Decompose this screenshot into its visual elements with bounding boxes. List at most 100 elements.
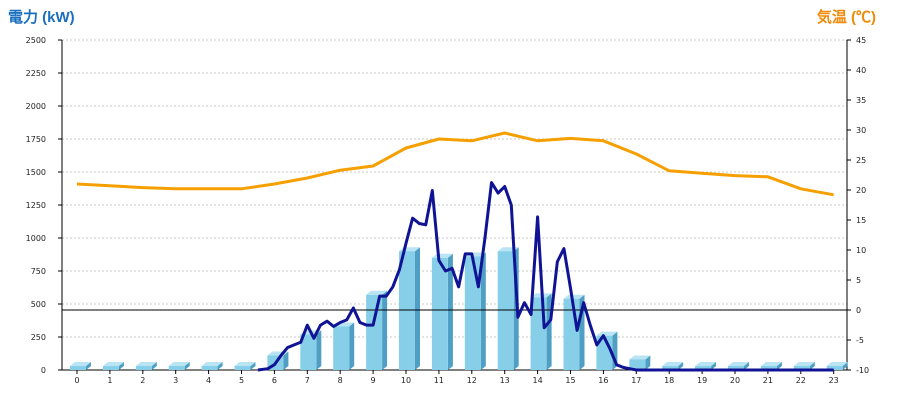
bar-side: [184, 362, 190, 370]
x-tick-label: 22: [796, 376, 806, 385]
bar: [826, 366, 843, 370]
bar-side: [546, 293, 552, 370]
x-tick-label: 16: [598, 376, 608, 385]
bar-top: [826, 362, 848, 367]
bar-side: [744, 362, 749, 370]
left-tick-label: 1000: [26, 234, 46, 243]
bar-side: [776, 362, 782, 370]
bar-top: [662, 362, 684, 367]
bar: [728, 366, 744, 370]
bar-top: [234, 362, 256, 367]
right-tick-label: 35: [856, 96, 866, 105]
bar-side: [711, 362, 717, 370]
bar-side: [316, 330, 322, 370]
x-tick-label: 17: [631, 376, 641, 385]
right-tick-label: -5: [856, 336, 864, 345]
bar-top: [596, 331, 618, 336]
bar: [563, 298, 580, 370]
bar-top: [695, 362, 717, 367]
bar-side: [382, 290, 388, 370]
bar: [793, 366, 810, 370]
x-tick-label: 9: [371, 376, 376, 385]
bar-side: [645, 355, 651, 370]
bar: [201, 366, 218, 370]
left-tick-label: 1750: [26, 135, 46, 144]
x-tick-label: 5: [239, 376, 244, 385]
bar: [662, 366, 679, 370]
bar: [366, 294, 383, 370]
left-tick-label: 0: [41, 366, 46, 375]
left-tick-label: 2000: [26, 102, 46, 111]
bar: [695, 366, 712, 370]
x-tick-label: 10: [401, 376, 411, 385]
x-tick-label: 1: [107, 376, 112, 385]
bar-side: [678, 362, 684, 370]
x-tick-label: 7: [305, 376, 310, 385]
bar-top: [102, 362, 124, 367]
x-tick-label: 14: [533, 376, 543, 385]
bar: [464, 256, 481, 370]
x-tick-label: 3: [173, 376, 178, 385]
right-tick-label: -10: [856, 366, 869, 375]
bar-side: [250, 362, 256, 370]
right-tick-label: 25: [856, 156, 866, 165]
x-tick-label: 4: [206, 376, 211, 385]
left-tick-label: 2500: [26, 36, 46, 45]
bar: [234, 366, 251, 370]
left-tick-label: 2250: [26, 69, 46, 78]
bar: [399, 251, 415, 370]
x-tick-label: 15: [565, 376, 575, 385]
bar: [629, 359, 646, 370]
left-tick-label: 1250: [26, 201, 46, 210]
x-tick-label: 2: [140, 376, 145, 385]
right-tick-label: 10: [856, 246, 866, 255]
bar-top: [728, 362, 749, 367]
bar-side: [217, 362, 223, 370]
bar: [168, 366, 185, 370]
bar: [300, 334, 317, 370]
bar-side: [151, 362, 157, 370]
left-tick-label: 750: [31, 267, 46, 276]
x-tick-label: 12: [467, 376, 477, 385]
bar-top: [629, 355, 651, 360]
bar-top: [135, 362, 157, 367]
x-tick-label: 6: [272, 376, 277, 385]
bar-top: [563, 294, 585, 299]
right-tick-label: 30: [856, 126, 866, 135]
bar: [135, 366, 152, 370]
power-line: [257, 181, 834, 372]
right-axis-title: 気温 (℃): [816, 9, 876, 26]
bar: [70, 366, 86, 370]
bar-side: [283, 351, 289, 370]
x-tick-label: 0: [74, 376, 79, 385]
bar-top: [168, 362, 190, 367]
x-tick-label: 11: [434, 376, 444, 385]
right-tick-label: 0: [856, 306, 861, 315]
x-tick-label: 23: [829, 376, 839, 385]
left-axis-title: 電力 (kW): [8, 9, 75, 26]
right-tick-label: 5: [856, 276, 861, 285]
bar-side: [118, 362, 124, 370]
left-tick-label: 1500: [26, 168, 46, 177]
bar-top: [793, 362, 815, 367]
x-tick-label: 13: [500, 376, 510, 385]
x-tick-label: 21: [763, 376, 773, 385]
bar-side: [842, 362, 848, 370]
bar-side: [447, 253, 453, 370]
right-tick-label: 40: [856, 66, 866, 75]
bar-side: [349, 322, 355, 370]
bar: [333, 326, 350, 370]
bar-side: [480, 252, 486, 370]
right-tick-label: 20: [856, 186, 866, 195]
bar-side: [809, 362, 815, 370]
bar: [760, 366, 777, 370]
bar-top: [201, 362, 223, 367]
bar: [497, 251, 514, 370]
left-tick-label: 500: [31, 300, 46, 309]
x-tick-label: 8: [338, 376, 343, 385]
x-tick-label: 18: [664, 376, 674, 385]
left-tick-label: 250: [31, 333, 46, 342]
bar-side: [86, 362, 91, 370]
bar-top: [366, 290, 388, 295]
